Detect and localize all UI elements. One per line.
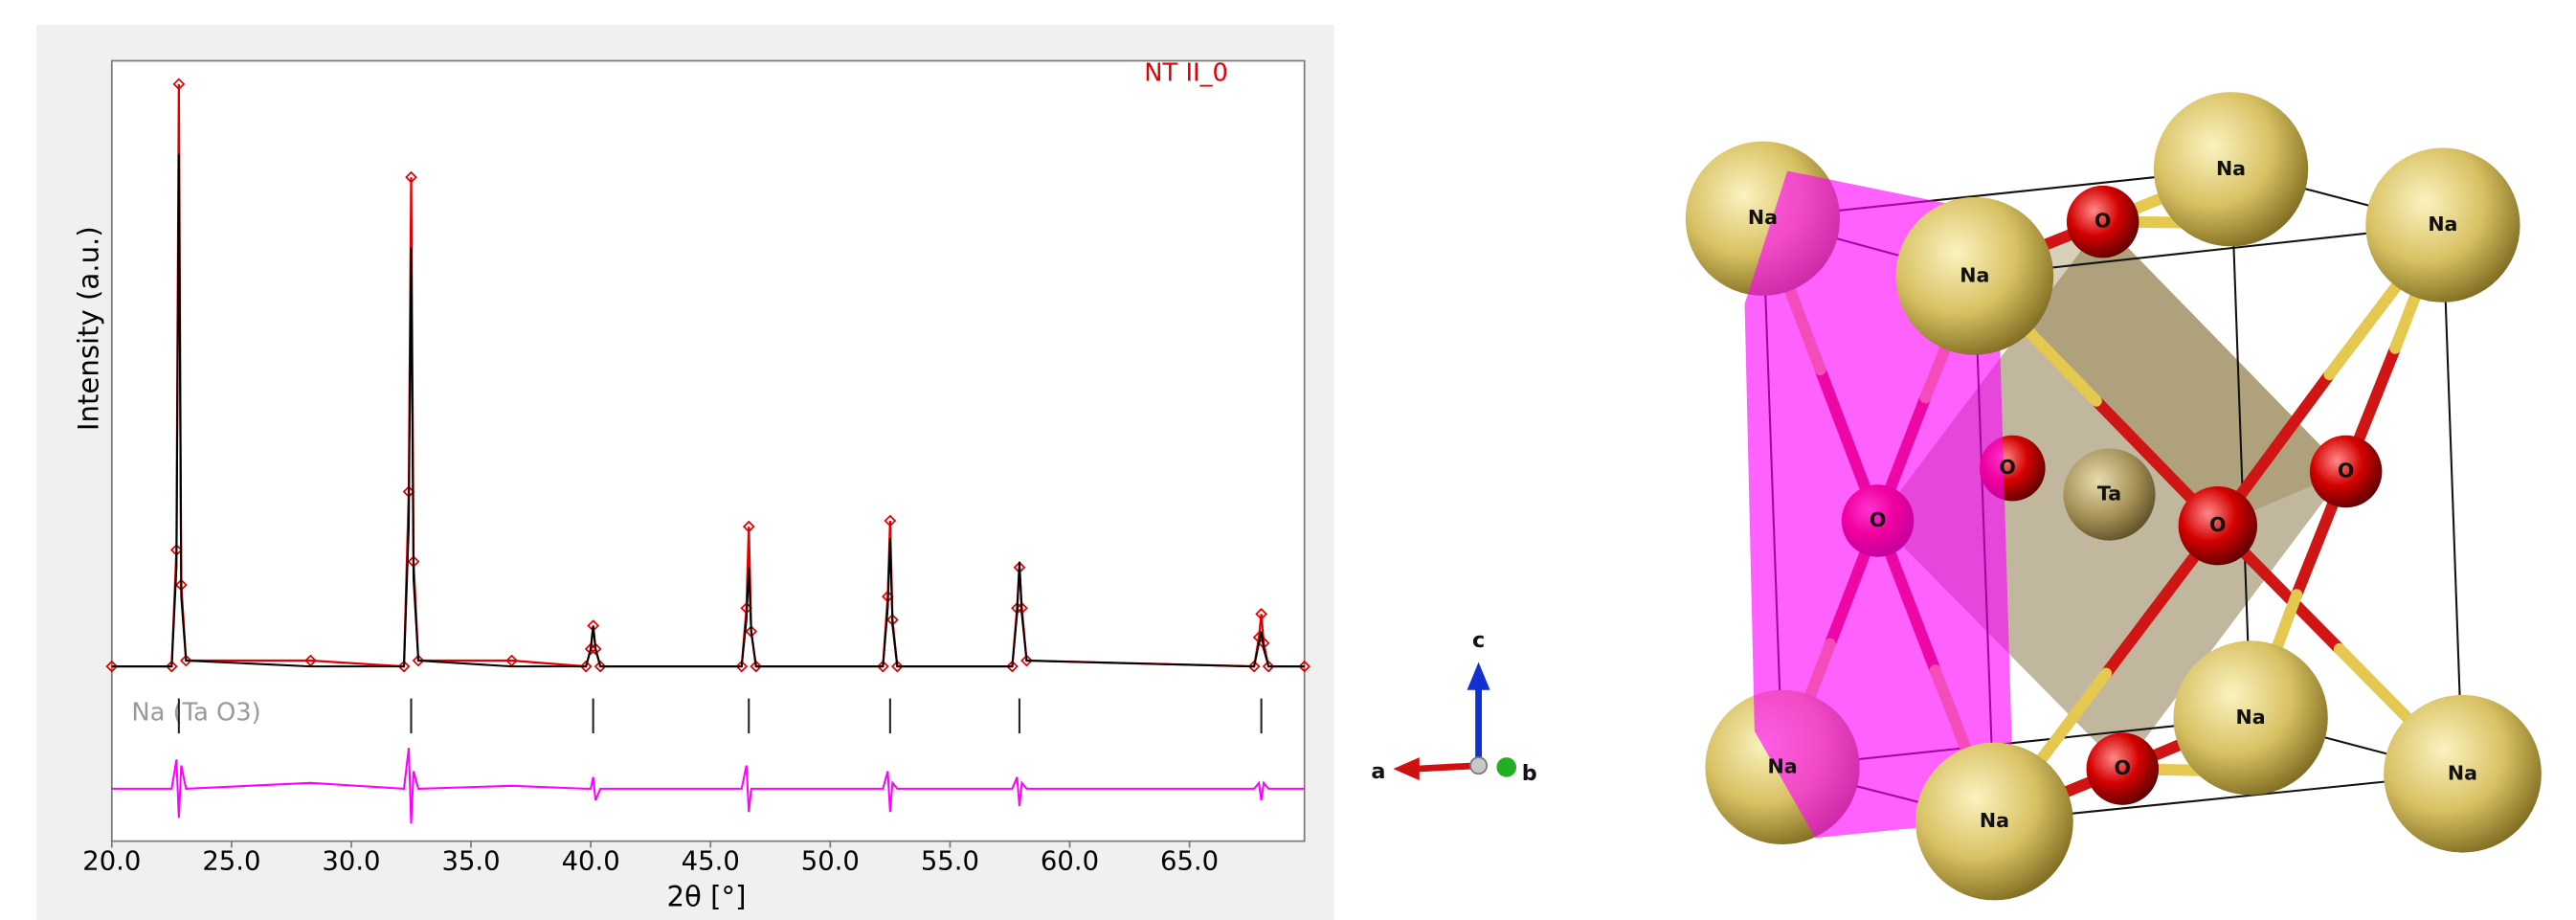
data-point: [742, 520, 755, 533]
atom-label: Na: [2428, 213, 2457, 236]
data-point: [1255, 608, 1267, 620]
na-atom: [2173, 640, 2328, 796]
na-atom: [1895, 196, 2054, 355]
axis-letter: c: [1472, 628, 1485, 653]
o-atom: [2309, 435, 2383, 508]
plot-area: [110, 59, 1306, 842]
x-axis-label: 2θ [°]: [667, 881, 747, 913]
data-point: [750, 660, 763, 673]
data-point: [884, 514, 897, 527]
atom-label: O: [2115, 756, 2132, 779]
o-atom: [2178, 485, 2257, 566]
data-point: [179, 654, 192, 667]
data-point: [1262, 660, 1275, 673]
x-tick-label: 40.0: [562, 846, 620, 876]
c-axis-head: [1467, 662, 1490, 690]
a-axis-head: [1393, 757, 1420, 781]
na-atom: [2384, 694, 2542, 853]
x-tick-label: 30.0: [322, 846, 380, 876]
legend-label: NT II_0: [1144, 59, 1228, 88]
na-atom: [2153, 92, 2309, 247]
data-point: [405, 170, 417, 184]
x-tick-label: 35.0: [442, 846, 501, 876]
atom-label: O: [2338, 460, 2355, 482]
data-point: [891, 660, 904, 673]
data-point: [589, 642, 602, 656]
atom-label: Na: [2236, 706, 2266, 729]
data-point: [1006, 660, 1019, 673]
data-point: [1298, 660, 1311, 673]
x-tick-label: 50.0: [801, 846, 860, 876]
axis-triad: c a b: [1371, 628, 1536, 786]
x-tick-label: 20.0: [82, 846, 141, 876]
na-atom: [1915, 742, 2073, 901]
a-axis-arrow: [1416, 762, 1479, 773]
ta-atom: [2063, 448, 2156, 541]
series-line: [111, 153, 1305, 668]
atom-label: Na: [1960, 263, 1989, 286]
atom-label: Na: [1748, 206, 1778, 229]
plot: 20.0 25.0 30.0 35.0 40.0 45.0 50.0 55.0 60.0 65.0…: [82, 59, 1311, 876]
na-atom: [2365, 147, 2520, 303]
x-tick-label: 60.0: [1041, 846, 1099, 876]
o-atom: [2066, 185, 2139, 258]
data-point: [105, 660, 119, 673]
atom-label: O: [2209, 513, 2227, 536]
data-point: [412, 654, 425, 667]
x-tick-label: 55.0: [921, 846, 979, 876]
x-tick-label: 45.0: [682, 846, 740, 876]
data-point: [172, 78, 186, 91]
o-atom: [2086, 732, 2160, 805]
b-axis-head: [1496, 757, 1517, 777]
x-tick-label: 25.0: [202, 846, 260, 876]
x-tick-label: 65.0: [1160, 846, 1219, 876]
data-point: [579, 660, 593, 673]
data-point: [594, 660, 607, 673]
y-axis-label: Intensity (a.u.): [72, 226, 104, 431]
atom-label: O: [2094, 210, 2112, 233]
data-point: [735, 660, 749, 673]
atom-label: Na: [1980, 809, 2009, 832]
phase-label: Na (Ta O3): [131, 698, 260, 727]
atom-label: O: [1999, 456, 2016, 479]
data-point: [397, 660, 411, 673]
atom-label: Ta: [2097, 482, 2121, 505]
data-point: [584, 642, 597, 656]
data-point: [1247, 660, 1261, 673]
crystal-structure: Na Na Na Na Na Na Na Na O O O O O O Ta: [1685, 92, 2542, 901]
atom-label: Na: [2448, 761, 2477, 784]
atom-label: Na: [2216, 157, 2246, 180]
axis-letter: a: [1371, 759, 1385, 784]
data-point: [876, 660, 889, 673]
octahedron-face: [1974, 221, 2346, 527]
atom-label: Na: [1767, 754, 1797, 777]
axis-letter: b: [1522, 761, 1537, 786]
data-point: [165, 660, 178, 673]
triad-origin: [1469, 756, 1489, 775]
data-point: [1020, 654, 1033, 667]
series-line: [111, 748, 1305, 824]
atom-label: O: [1870, 508, 1887, 531]
